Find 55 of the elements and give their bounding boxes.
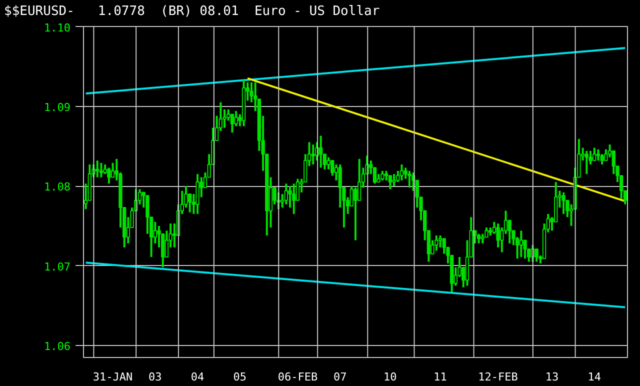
candlestick [234, 110, 238, 128]
candlestick [400, 163, 404, 182]
candlestick [600, 153, 604, 166]
candlestick [496, 222, 500, 248]
candlestick [311, 144, 315, 166]
candlestick [110, 162, 115, 178]
candlestick [107, 166, 111, 185]
candlestick [534, 248, 538, 263]
candlestick [604, 148, 608, 162]
candlestick [318, 134, 323, 169]
candlestick [103, 163, 107, 176]
x-tick-label: 11 [434, 370, 447, 384]
x-tick-label: 12-FEB [478, 370, 518, 384]
candlestick [146, 194, 150, 235]
candlestick [438, 234, 442, 248]
y-tick-label: 1.10 [44, 22, 71, 34]
candlestick [476, 232, 481, 244]
candlestick [388, 174, 392, 190]
y-tick-label: 1.07 [44, 260, 71, 274]
candlestick [584, 150, 589, 176]
candlestick [442, 238, 446, 255]
chart-title: $$EURUSD [4, 4, 67, 19]
x-tick-label: 13 [545, 370, 559, 384]
candlestick [188, 192, 192, 214]
candlestick [408, 170, 412, 189]
chart-subtitle: - 1.0778 (BR) 08.01 Euro - US Dollar [66, 4, 380, 19]
candlestick [384, 170, 388, 182]
x-tick-label: 14 [588, 370, 602, 384]
x-tick-label: 03 [148, 370, 162, 384]
candlestick [596, 148, 600, 162]
candlestick [292, 182, 296, 215]
candlestick [519, 230, 524, 258]
y-tick-label: 1.06 [44, 340, 71, 354]
y-tick-label: 1.08 [44, 180, 71, 194]
candlestick [230, 113, 234, 134]
candlestick [434, 234, 438, 252]
candlestick [96, 159, 100, 178]
candlestick [480, 232, 484, 244]
candlestick [330, 159, 334, 177]
x-tick-label: 07 [333, 370, 347, 384]
candlestick [196, 173, 200, 215]
candlestick [99, 162, 104, 178]
candlestick [380, 170, 384, 182]
candlestick [592, 146, 596, 162]
y-tick-label: 1.09 [44, 100, 71, 114]
candlestick [326, 156, 330, 170]
candlestick [562, 191, 566, 215]
x-tick-label: 31-JAN [92, 370, 133, 384]
x-tick-label: 10 [384, 370, 397, 384]
candlestick [284, 182, 288, 206]
x-tick-label: 05 [233, 370, 247, 384]
candlestick [392, 173, 396, 188]
x-tick-label: 06-FEB [278, 370, 318, 384]
x-tick-label: 04 [190, 370, 205, 384]
candlestick [338, 163, 342, 209]
